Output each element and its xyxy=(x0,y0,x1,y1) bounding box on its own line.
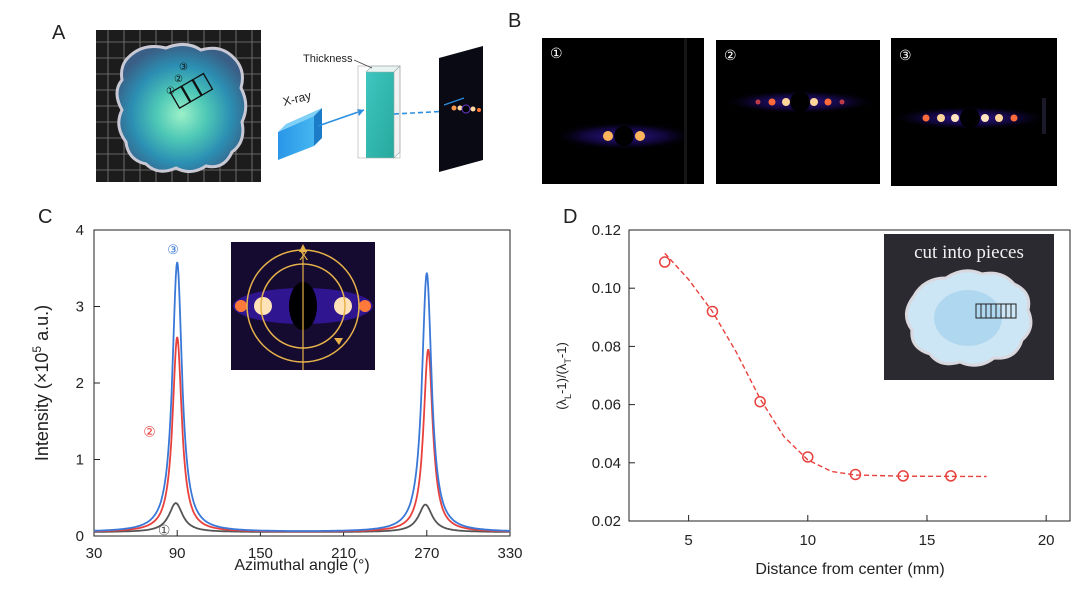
pattern-label-3: ③ xyxy=(899,47,912,63)
panel-label-d: D xyxy=(563,206,578,228)
chart-d-point xyxy=(849,468,862,481)
chart-d-ytick-label: 0.06 xyxy=(592,397,621,414)
chart-c-xtick-label: 90 xyxy=(169,545,186,562)
chart-c-ticks: 30 90 150 210 270 330 0 1 2 3 4 xyxy=(76,222,523,562)
panel-label-b: B xyxy=(508,10,522,32)
chart-d-xlabel: Distance from center (mm) xyxy=(755,561,944,578)
panel-label-a: A xyxy=(52,22,66,44)
saxs-pattern-1 xyxy=(542,38,704,184)
chart-d-fit-line xyxy=(664,252,987,478)
chart-c-ylabel: Intensity (×105 a.u.) xyxy=(30,305,52,461)
chart-d-point xyxy=(659,256,671,268)
chart-d-xtick-label: 10 xyxy=(799,532,816,549)
chart-c-series-line-3 xyxy=(94,261,510,532)
xray-beam-in xyxy=(317,109,365,127)
chart-d-point xyxy=(945,470,957,482)
chart-d-xtick-label: 20 xyxy=(1038,532,1055,549)
panel-label-c: C xyxy=(38,206,53,228)
sample-slab xyxy=(357,65,401,159)
chart-d-ytick-label: 0.04 xyxy=(592,455,621,472)
chart-d-point xyxy=(897,470,909,482)
xray-label: X-ray xyxy=(281,88,312,109)
chart-d-ytick-label: 0.10 xyxy=(592,280,621,297)
inset-caption: cut into pieces xyxy=(914,242,1024,263)
chart-d: 5 10 15 20 0.02 0.04 0.06 0.08 0.10 0.12 (λL-1)/(… xyxy=(554,222,1071,578)
saxs-pattern-2 xyxy=(716,40,880,184)
chart-d-ticks: 5 10 15 20 0.02 0.04 0.06 0.08 0.10 0.12 xyxy=(592,222,1055,549)
chart-d-point xyxy=(754,395,766,408)
saxs-pattern-3 xyxy=(890,38,1057,186)
region-mark-2: ② xyxy=(174,74,183,85)
chart-d-ytick-label: 0.02 xyxy=(592,513,621,530)
chart-c-xtick-label: 270 xyxy=(414,545,439,562)
chart-d-ylabel: (λL-1)/(λT-1) xyxy=(554,342,573,410)
chart-c-xtick-label: 30 xyxy=(86,545,103,562)
chart-c-series xyxy=(93,261,510,533)
chart-d-point xyxy=(706,305,719,318)
chart-c: 30 90 150 210 270 330 0 1 2 3 4 Intensity (×105 a.… xyxy=(30,222,523,574)
panel-a: ① ② ③ X-ray Thickness xyxy=(96,30,483,182)
measurement-regions xyxy=(169,72,214,110)
chart-c-ytick-label: 3 xyxy=(76,299,84,316)
chart-c-xtick-label: 330 xyxy=(497,545,522,562)
chart-c-xlabel: Azimuthal angle (°) xyxy=(234,557,369,574)
series-label-3: ③ xyxy=(167,242,179,257)
xray-source-icon xyxy=(278,108,322,160)
region-mark-3: ③ xyxy=(179,62,188,73)
chart-c-xtick-label: 210 xyxy=(331,545,356,562)
chart-c-xtick-label: 150 xyxy=(248,545,273,562)
chart-c-ytick-label: 0 xyxy=(76,528,84,545)
xray-beam-out xyxy=(393,109,469,115)
chart-d-point xyxy=(802,451,814,463)
chart-d-xtick-label: 5 xyxy=(684,532,692,549)
inset-axis-label: X xyxy=(299,247,309,263)
chart-d-ytick-label: 0.12 xyxy=(592,222,621,239)
chart-d-inset: cut into pieces xyxy=(884,234,1054,380)
chart-d-xtick-label: 15 xyxy=(919,532,936,549)
series-label-2: ② xyxy=(143,424,156,440)
thickness-label: Thickness xyxy=(303,53,353,65)
series-label-1: ① xyxy=(158,522,171,538)
chart-c-ytick-label: 1 xyxy=(76,452,84,469)
chart-d-frame xyxy=(628,229,1071,522)
panel-b: ① ② ③ xyxy=(542,38,1057,186)
pattern-label-2: ② xyxy=(724,47,737,63)
cut-strips xyxy=(975,303,1017,319)
detector-pattern xyxy=(451,104,481,114)
pattern-label-1: ① xyxy=(550,45,563,61)
chart-d-series xyxy=(659,252,987,482)
chart-c-ytick-label: 2 xyxy=(76,375,84,392)
region-mark-1: ① xyxy=(166,86,175,97)
chart-c-ytick-label: 4 xyxy=(76,222,84,239)
chart-d-ytick-label: 0.08 xyxy=(592,338,621,355)
chart-c-inset xyxy=(231,242,375,370)
film-disc xyxy=(115,43,248,173)
